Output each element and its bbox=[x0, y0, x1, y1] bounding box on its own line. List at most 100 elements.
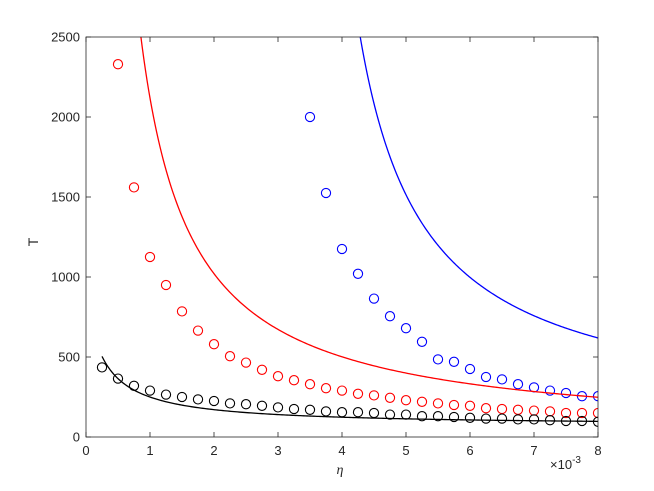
series-1-marker bbox=[512, 379, 524, 390]
series-2-marker bbox=[240, 357, 252, 368]
series-3-marker bbox=[576, 415, 588, 427]
series-2-marker bbox=[480, 403, 492, 414]
y-tick-label: 2500 bbox=[51, 30, 80, 45]
series-1-marker bbox=[544, 385, 556, 396]
plot-area bbox=[96, 37, 598, 427]
series-3-marker bbox=[560, 415, 572, 427]
series-2-marker bbox=[336, 385, 348, 396]
series-2-marker bbox=[192, 325, 204, 336]
series-1-marker bbox=[384, 311, 396, 322]
series-2-marker bbox=[512, 404, 524, 415]
series-1-marker bbox=[368, 293, 380, 304]
series-3-marker bbox=[416, 411, 428, 422]
axes: 0 1 2 3 4 5 6 7 8 0 500 1000 1500 2000 2500 bbox=[51, 30, 602, 459]
series-3-marker bbox=[112, 373, 124, 384]
series-2-curve bbox=[140, 37, 598, 398]
series-2-marker bbox=[528, 405, 540, 416]
series-2-marker bbox=[464, 400, 476, 411]
series-3-marker bbox=[496, 413, 508, 424]
series-2-marker bbox=[176, 306, 188, 317]
series-3-marker bbox=[304, 404, 316, 415]
x-axis-multiplier-base: ×10 bbox=[550, 457, 572, 472]
series-3-marker bbox=[96, 362, 108, 373]
x-axis-label: η bbox=[337, 463, 344, 478]
series-2-marker bbox=[160, 279, 172, 291]
series-3-marker bbox=[160, 389, 172, 400]
series-3-marker bbox=[176, 391, 188, 403]
series-2-marker bbox=[352, 388, 364, 399]
series-2-marker bbox=[128, 182, 140, 193]
y-tick-label: 2000 bbox=[51, 110, 80, 125]
series-3-marker bbox=[224, 398, 236, 409]
series-3-marker bbox=[144, 385, 156, 396]
series-1-marker bbox=[304, 111, 316, 123]
series-2-marker bbox=[112, 59, 124, 70]
x-tick-label: 6 bbox=[466, 443, 473, 458]
x-tick-label: 4 bbox=[338, 443, 345, 458]
series-2-marker bbox=[384, 392, 396, 403]
series-3-marker bbox=[352, 407, 364, 418]
series-3-marker bbox=[544, 415, 556, 426]
series-2-marker bbox=[544, 406, 556, 417]
series-2-marker bbox=[368, 390, 380, 401]
series-3-marker bbox=[480, 413, 492, 424]
series-3-marker bbox=[288, 403, 300, 415]
axes-box bbox=[85, 36, 599, 438]
series-2-marker bbox=[496, 403, 508, 415]
series-2-marker bbox=[592, 407, 598, 419]
series-1-marker bbox=[480, 371, 492, 383]
series-1-marker bbox=[464, 363, 476, 375]
x-tick-label: 7 bbox=[530, 443, 537, 458]
series-1-marker bbox=[592, 391, 598, 402]
y-tick-label: 500 bbox=[58, 350, 80, 365]
series-2-marker bbox=[448, 399, 460, 411]
series-2-marker bbox=[256, 364, 268, 375]
series-1-curve bbox=[359, 37, 598, 339]
series-1-marker bbox=[416, 336, 428, 347]
series-3-marker bbox=[384, 409, 396, 420]
series-1-marker bbox=[432, 354, 444, 365]
series-3-marker bbox=[240, 399, 252, 410]
series-3-marker bbox=[512, 414, 524, 425]
y-tick-label: 1000 bbox=[51, 270, 80, 285]
series-3-marker bbox=[272, 402, 284, 413]
series-2-marker bbox=[208, 339, 220, 350]
axis-labels: T η ×10-3 bbox=[25, 237, 581, 478]
y-tick-label: 0 bbox=[73, 430, 80, 445]
series-3-marker bbox=[592, 416, 598, 427]
series-2-marker bbox=[576, 407, 588, 419]
series-3-marker bbox=[368, 407, 380, 419]
series-2-marker bbox=[272, 371, 284, 382]
series-2-marker bbox=[224, 351, 236, 362]
series-1-marker bbox=[496, 374, 508, 385]
series-3-marker bbox=[256, 400, 268, 411]
series-3-marker bbox=[528, 414, 540, 425]
series-2-marker bbox=[144, 251, 156, 263]
x-tick-label: 1 bbox=[146, 443, 153, 458]
series-3-marker bbox=[432, 411, 444, 422]
series-2-marker bbox=[560, 407, 572, 419]
series-2-marker bbox=[416, 396, 428, 407]
series-3-marker bbox=[400, 409, 412, 420]
x-tick-label: 3 bbox=[274, 443, 281, 458]
series-3-curve bbox=[101, 356, 598, 423]
series-1-marker bbox=[560, 387, 572, 399]
x-tick-label: 0 bbox=[82, 443, 89, 458]
series-2-marker bbox=[432, 398, 444, 409]
x-tick-label: 5 bbox=[402, 443, 409, 458]
series-3-marker bbox=[192, 394, 204, 405]
y-tick-label: 1500 bbox=[51, 190, 80, 205]
series-3-marker bbox=[464, 412, 476, 423]
series-3-marker bbox=[128, 380, 140, 391]
series-1-marker bbox=[352, 268, 364, 279]
series-2-marker bbox=[320, 383, 332, 394]
x-axis-multiplier-exponent: -3 bbox=[572, 455, 581, 466]
x-tick-label: 8 bbox=[594, 443, 601, 458]
series-1-marker bbox=[400, 323, 412, 334]
x-axis-multiplier: ×10-3 bbox=[550, 455, 581, 472]
series-1-marker bbox=[320, 187, 332, 199]
series-3-marker bbox=[320, 406, 332, 417]
series-3-marker bbox=[208, 395, 220, 407]
series-2-marker bbox=[400, 395, 412, 406]
